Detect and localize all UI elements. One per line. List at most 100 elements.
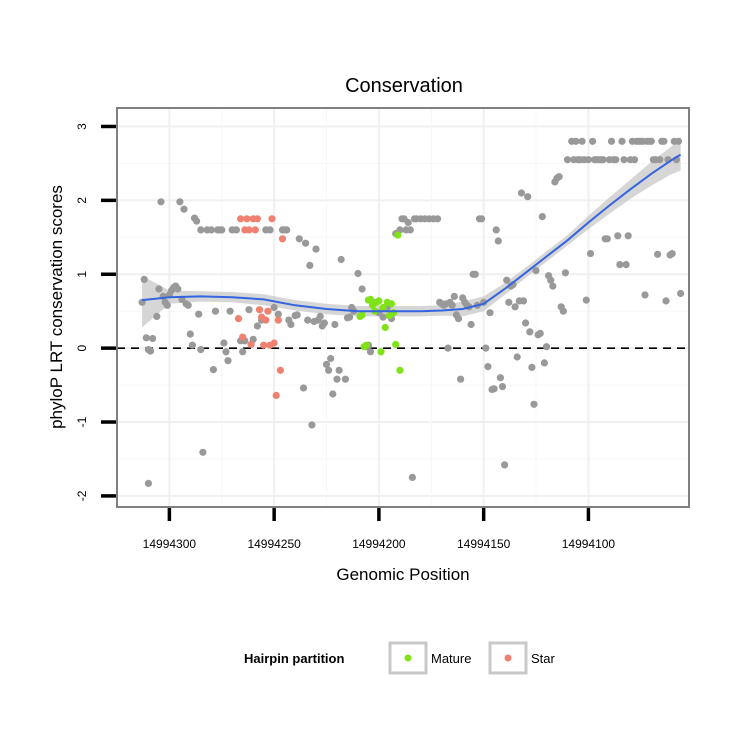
point-other [140, 275, 148, 283]
point-mature [394, 231, 402, 239]
point-other [620, 156, 628, 164]
point-other [478, 215, 486, 223]
point-other [287, 320, 295, 329]
point-other [146, 347, 155, 355]
point-other [542, 343, 551, 351]
point-other [312, 245, 320, 253]
point-other [184, 301, 192, 309]
point-other [333, 375, 341, 383]
point-mature [366, 295, 375, 303]
x-axis-label: Genomic Position [336, 565, 469, 584]
smooth-fit-line [141, 153, 682, 313]
point-other [494, 237, 502, 245]
point-star [268, 215, 276, 223]
confidence-band-area [142, 136, 681, 328]
point-mature [362, 341, 370, 349]
point-other [536, 329, 544, 337]
y-tick-label: 0 [75, 344, 89, 351]
point-other [408, 473, 416, 481]
point-other [614, 232, 622, 240]
point-other [492, 226, 500, 234]
point-other [207, 226, 215, 234]
y-tick-label: -2 [75, 490, 89, 501]
point-star [251, 226, 259, 234]
y-tick-label: 2 [75, 197, 89, 204]
point-mature [392, 340, 400, 348]
point-other [144, 479, 152, 487]
legend-title: Hairpin partition [244, 651, 344, 666]
point-star [278, 235, 287, 243]
point-star [262, 316, 270, 324]
point-star [272, 391, 280, 399]
point-star [239, 333, 247, 341]
point-star [260, 341, 268, 349]
point-other [505, 298, 513, 306]
point-other [404, 218, 412, 227]
point-mature [379, 303, 387, 312]
point-other [517, 189, 526, 197]
point-other [448, 301, 456, 309]
point-other [329, 390, 337, 398]
point-other [274, 310, 282, 318]
point-other [195, 310, 203, 318]
point-other [308, 421, 316, 429]
point-other [498, 383, 507, 391]
point-other [503, 276, 511, 284]
point-other [163, 301, 171, 309]
point-other [199, 448, 207, 456]
point-other [149, 334, 157, 343]
y-tick-label: -1 [75, 416, 89, 427]
point-other [266, 226, 274, 234]
point-other [524, 193, 532, 201]
point-other [519, 297, 528, 305]
point-other [484, 363, 492, 371]
point-other [496, 374, 504, 382]
point-other [630, 156, 639, 164]
x-tick-label: 14994150 [457, 537, 511, 551]
point-other [320, 319, 328, 327]
point-other [547, 276, 555, 284]
point-other [674, 137, 683, 145]
point-other [603, 235, 611, 243]
point-other [486, 309, 494, 317]
point-other [513, 353, 521, 361]
point-other [354, 269, 362, 278]
point-other [239, 348, 247, 356]
y-tick-label: 3 [75, 123, 89, 130]
chart-title: Conservation [345, 75, 463, 97]
point-other [341, 375, 349, 383]
point-other [358, 285, 366, 293]
y-tick-label: 1 [75, 271, 89, 278]
legend-swatch-mature [404, 654, 412, 662]
point-other [490, 385, 498, 393]
point-other [222, 348, 230, 356]
point-other [526, 328, 534, 336]
point-other [176, 198, 184, 206]
point-other [522, 319, 530, 327]
point-other [306, 261, 314, 269]
plot-panel [116, 107, 690, 508]
legend-label-star: Star [531, 651, 556, 666]
point-mature [396, 366, 404, 374]
y-axis-label: phyloP LRT conservation scores [47, 185, 66, 429]
point-other [224, 357, 232, 365]
point-star [274, 316, 282, 324]
point-other [586, 250, 595, 258]
point-other [232, 226, 240, 234]
point-other [245, 306, 253, 314]
x-tick-label: 14994100 [562, 537, 616, 551]
point-other [677, 289, 685, 298]
point-other [471, 270, 479, 278]
point-other [283, 226, 291, 234]
x-tick-label: 14994200 [352, 537, 406, 551]
x-axis: 14994300 14994250 14994200 14994150 14994100 [143, 508, 616, 551]
point-other [335, 366, 343, 374]
point-other [226, 307, 234, 315]
x-tick-label: 14994300 [143, 537, 197, 551]
point-mature [387, 300, 396, 308]
point-other [186, 330, 194, 338]
point-other [153, 312, 161, 320]
point-other [528, 363, 536, 371]
point-mature [358, 311, 366, 319]
